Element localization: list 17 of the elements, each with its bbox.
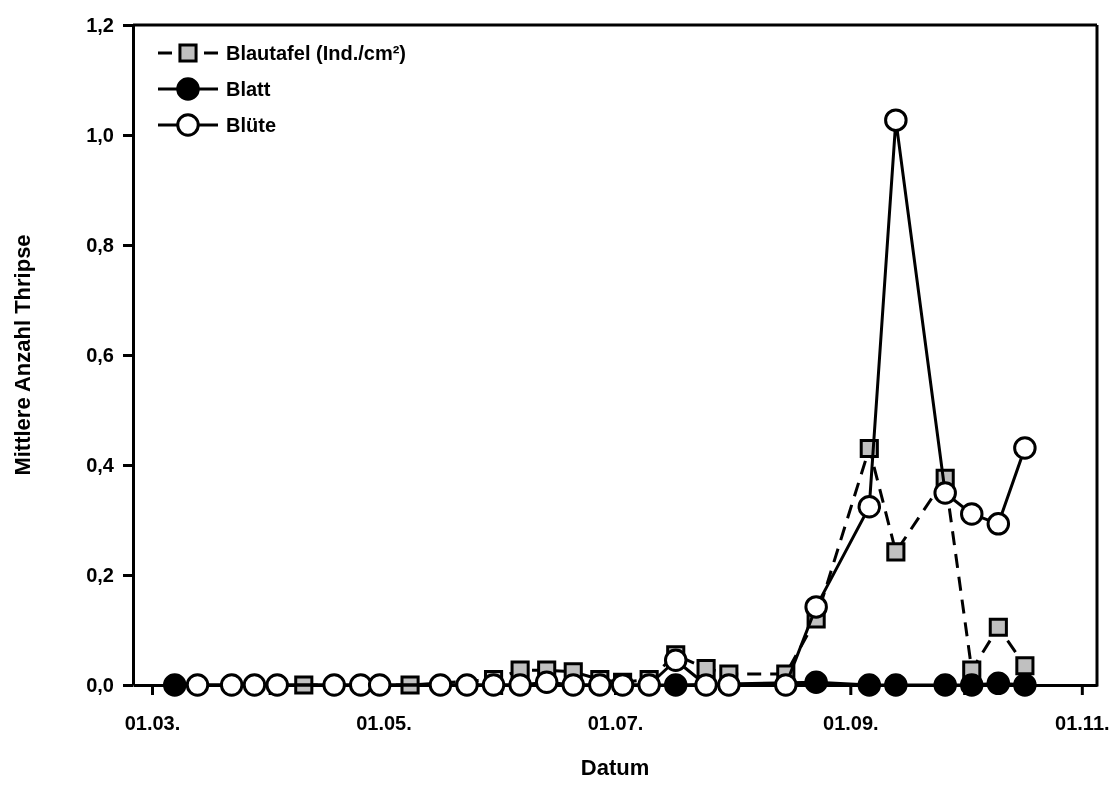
- x-axis-title: Datum: [580, 755, 650, 780]
- x-tick-label: 01.09.: [823, 712, 879, 734]
- x-tick-label: 01.05.: [356, 712, 412, 734]
- y-tick-label: 0,0: [86, 673, 114, 696]
- y-tick-label: 1,0: [86, 123, 114, 146]
- y-tick-label: 0,2: [86, 563, 114, 586]
- y-axis-title: Mittlere Anzahl Thripse: [10, 234, 35, 476]
- y-tick-label: 0,8: [86, 233, 114, 256]
- x-tick-label: 01.03.: [124, 712, 181, 734]
- x-tick-label: 01.11.: [1055, 712, 1110, 734]
- legend-label: Blatt: [226, 78, 271, 100]
- legend-label: Blautafel (Ind./cm²): [226, 42, 407, 64]
- y-tick-label: 0,6: [86, 343, 114, 366]
- y-tick-label: 0,4: [86, 453, 115, 476]
- y-tick-label: 1,2: [86, 13, 114, 36]
- legend-label: Blüte: [226, 114, 276, 136]
- x-tick-label: 01.07.: [587, 712, 644, 734]
